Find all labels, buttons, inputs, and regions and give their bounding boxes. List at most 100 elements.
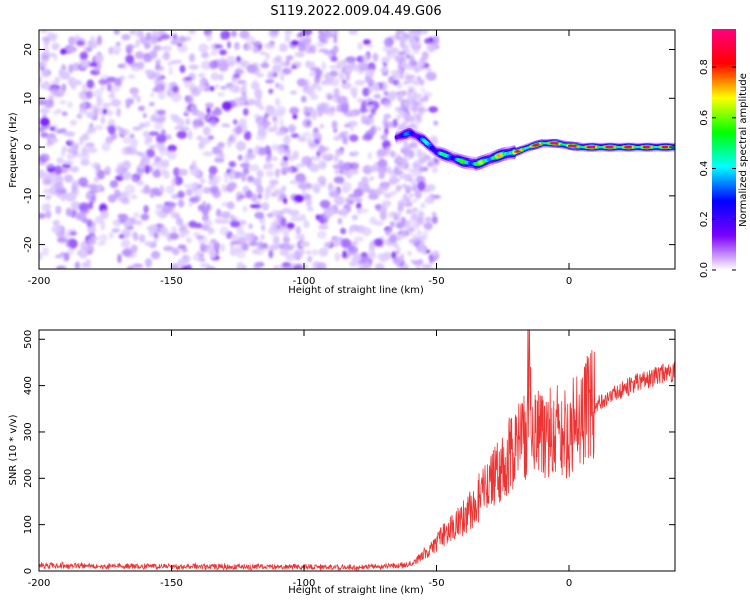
heatmap-cell [212, 146, 220, 155]
heatmap-cell [426, 184, 431, 193]
heatmap-cell [324, 30, 331, 36]
heatmap-cell [108, 231, 114, 240]
heatmap-cell [291, 40, 299, 46]
heatmap-cell [218, 73, 224, 81]
heatmap-cell [396, 82, 403, 89]
heatmap-cell [100, 210, 109, 219]
heatmap-cell [55, 108, 62, 115]
heatmap-cell [213, 241, 221, 251]
heatmap-cell [161, 54, 169, 60]
heatmap-cell [367, 44, 374, 49]
heatmap-cell [177, 190, 185, 199]
heatmap-cell [368, 193, 379, 200]
heatmap-cell [39, 117, 50, 127]
heatmap-cell [297, 42, 306, 52]
heatmap-cell [182, 36, 187, 43]
heatmap-cell [111, 228, 121, 233]
heatmap-cell [255, 90, 263, 101]
heatmap-cell [112, 219, 122, 227]
heatmap-cell [130, 244, 138, 253]
heatmap-cell [197, 73, 206, 78]
heatmap-cell [279, 161, 289, 168]
heatmap-cell [249, 204, 261, 209]
heatmap-cell [87, 147, 98, 154]
heatmap-cell [408, 33, 416, 39]
heatmap-cell [210, 188, 217, 195]
heatmap-cell [144, 69, 154, 75]
heatmap-cell [86, 79, 95, 89]
heatmap-cell [183, 183, 194, 188]
heatmap-cell [348, 261, 359, 267]
heatmap-cell [356, 202, 362, 210]
heatmap-cell [40, 55, 50, 62]
heatmap-cell [354, 79, 366, 86]
heatmap-cell [342, 250, 347, 259]
heatmap-cell [280, 217, 287, 227]
heatmap-cell [368, 68, 374, 78]
heatmap-cell [375, 186, 387, 195]
heatmap-cell [54, 76, 60, 85]
heatmap-cell [79, 152, 90, 161]
heatmap-cell [410, 186, 416, 191]
heatmap-cell [143, 205, 149, 214]
heatmap-cell [351, 214, 358, 221]
heatmap-cell [431, 215, 438, 224]
heatmap-cell [407, 201, 413, 207]
heatmap-cell [151, 162, 160, 167]
heatmap-cell [150, 250, 161, 260]
heatmap-cell [126, 44, 136, 49]
heatmap-cell [396, 247, 402, 252]
heatmap-cell [342, 186, 349, 194]
heatmap-cell [56, 157, 64, 165]
heatmap-cell [188, 30, 196, 35]
heatmap-cell [426, 42, 437, 52]
heatmap-cell [377, 148, 388, 157]
heatmap-cell [144, 136, 150, 146]
heatmap-cell [192, 253, 202, 261]
heatmap-cell [351, 110, 357, 118]
heatmap-cell [327, 94, 333, 101]
heatmap-cell [337, 217, 343, 225]
heatmap-cell [65, 192, 77, 202]
heatmap-cell [86, 226, 97, 233]
heatmap-cell [373, 82, 380, 92]
heatmap-cell [158, 90, 166, 100]
heatmap-cell [431, 212, 437, 216]
heatmap-cell [94, 56, 103, 63]
heatmap-cell [235, 141, 247, 151]
heatmap-cell [296, 51, 305, 58]
heatmap-cell [90, 186, 97, 193]
heatmap-cell [377, 159, 388, 169]
heatmap-cell [214, 157, 225, 163]
heatmap-cell [136, 163, 146, 173]
heatmap-cell [292, 266, 303, 269]
heatmap-cell [340, 238, 352, 248]
heatmap-cell [394, 54, 401, 63]
heatmap-cell [180, 126, 190, 132]
heatmap-cell [100, 116, 106, 125]
heatmap-cell [202, 214, 210, 222]
heatmap-cell [137, 105, 146, 112]
heatmap-cell [169, 60, 177, 65]
heatmap-cell [361, 53, 370, 63]
heatmap-cell [202, 126, 211, 136]
heatmap-cell [40, 69, 50, 78]
heatmap-cell [411, 163, 419, 168]
heatmap-cell [346, 172, 352, 179]
heatmap-cell [287, 124, 296, 134]
snr-x-ticks: -200 -150 -100 -50 0 [28, 330, 572, 589]
heatmap-cell [275, 168, 280, 178]
heatmap-cell [60, 48, 67, 55]
heatmap-cell [153, 232, 159, 239]
heatmap-cell [189, 165, 200, 176]
heatmap-cell [176, 118, 185, 127]
heatmap-cell [421, 159, 425, 164]
heatmap-cell [420, 97, 425, 102]
heatmap-cell [322, 39, 329, 45]
heatmap-cell [303, 106, 309, 116]
heatmap-cell [114, 189, 121, 198]
heatmap-cell [357, 42, 364, 50]
heatmap-cell [231, 234, 240, 241]
heatmap-cell [48, 138, 59, 143]
heatmap-cell [415, 264, 421, 269]
